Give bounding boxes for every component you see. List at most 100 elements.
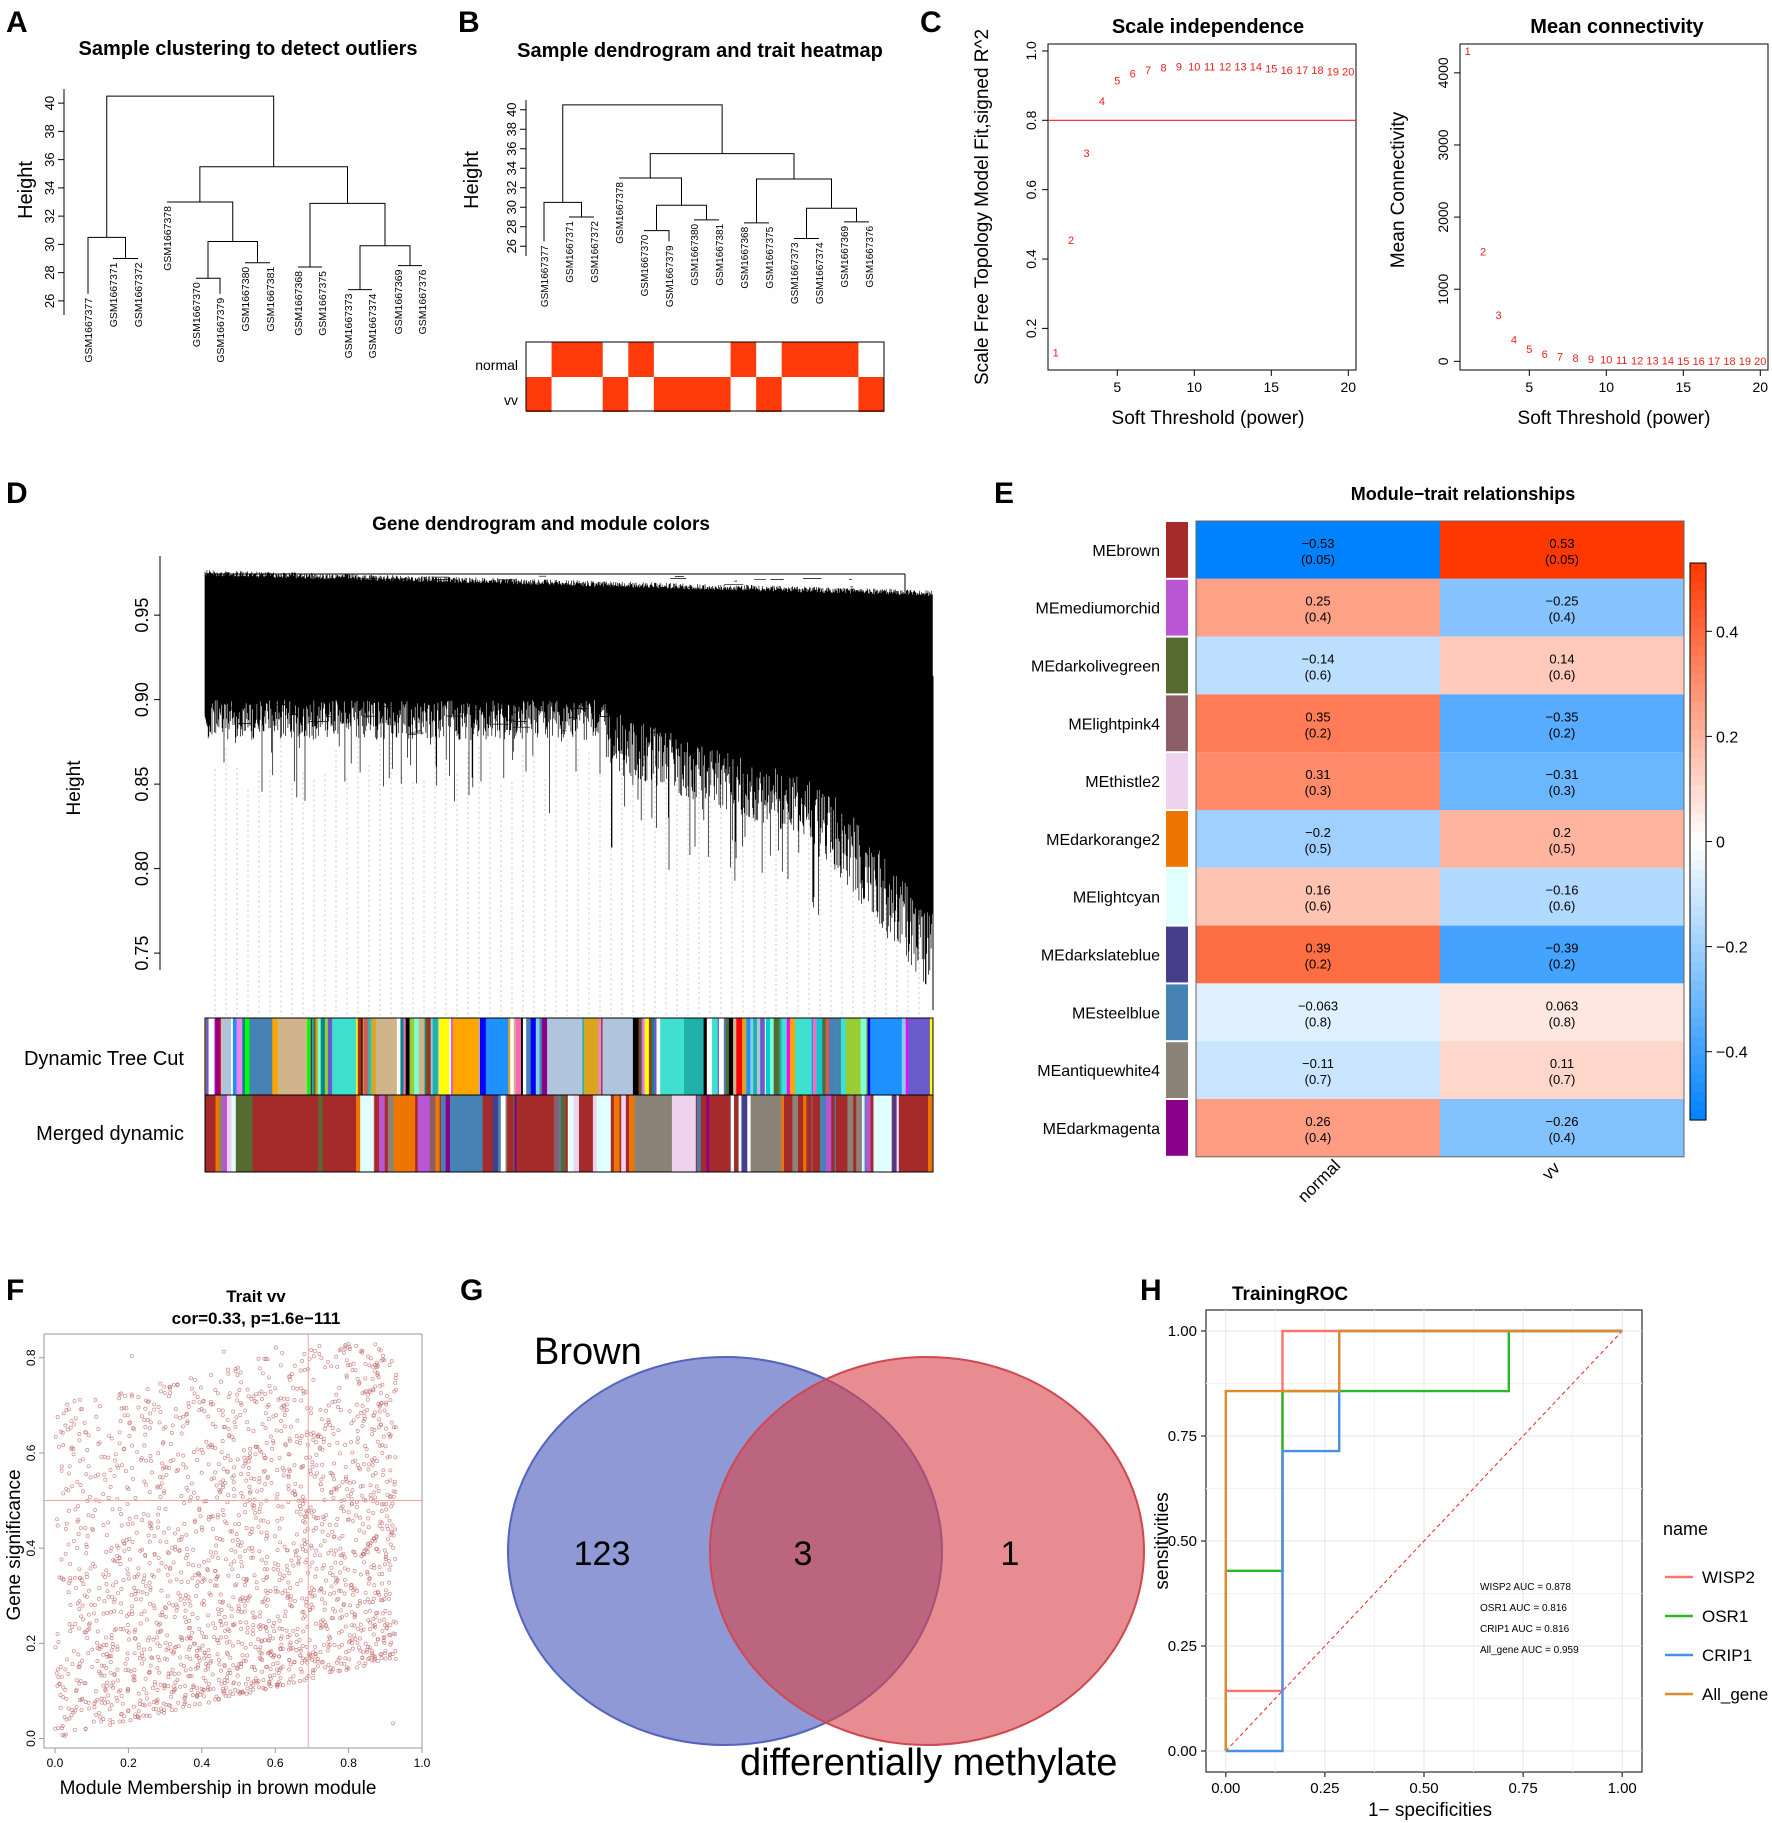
gene-point [242, 1603, 247, 1608]
gene-point [361, 1419, 366, 1423]
gene-point [289, 1558, 294, 1563]
gene-point [298, 1512, 303, 1517]
gene-point [239, 1559, 244, 1564]
gene-point [61, 1577, 66, 1582]
gene-point [309, 1543, 314, 1548]
gene-point [229, 1606, 234, 1611]
dynamic-tree-cut-segment [642, 1018, 646, 1095]
gene-point [375, 1458, 379, 1463]
power-point: 20 [1754, 356, 1766, 368]
gene-point [83, 1726, 88, 1731]
legend-gradient-step [1690, 915, 1706, 926]
gene-point [132, 1651, 137, 1656]
heatmap-cell [1196, 867, 1440, 926]
gene-point [236, 1603, 241, 1608]
gene-point [336, 1657, 341, 1662]
module-row-label: MEthistle2 [1085, 774, 1160, 791]
gene-point [246, 1471, 251, 1476]
dynamic-tree-cut-segment [451, 1018, 453, 1095]
gene-point [213, 1388, 218, 1393]
module-color-swatch [1166, 868, 1188, 925]
gene-point [285, 1635, 290, 1639]
dynamic-tree-cut-segment [816, 1018, 823, 1095]
gene-point [311, 1605, 315, 1610]
gene-point [320, 1566, 325, 1571]
x-tick-label: 0.2 [120, 1756, 137, 1770]
gene-point [248, 1451, 252, 1456]
gene-point [143, 1406, 148, 1411]
gene-point [247, 1546, 252, 1551]
gene-point [240, 1653, 245, 1658]
gene-point [154, 1620, 159, 1625]
gene-point [127, 1557, 132, 1562]
gene-point [382, 1548, 387, 1553]
gene-point [187, 1674, 192, 1678]
gene-point [278, 1363, 283, 1368]
gene-point [190, 1693, 195, 1698]
merged-dynamic-segment [695, 1095, 698, 1172]
gene-point [348, 1362, 353, 1367]
dynamic-tree-cut-segment [583, 1018, 600, 1095]
gene-point [350, 1459, 355, 1464]
gene-point [391, 1721, 396, 1726]
gene-point [244, 1577, 249, 1581]
gene-point [265, 1591, 270, 1595]
gene-point [121, 1577, 126, 1582]
gene-point [227, 1628, 232, 1633]
gene-point [357, 1660, 362, 1665]
gene-point [102, 1472, 107, 1477]
gene-point [387, 1653, 392, 1657]
gene-point [288, 1640, 293, 1645]
gene-point [108, 1485, 113, 1489]
gene-point [327, 1670, 332, 1674]
trait-cell-normal [551, 342, 578, 377]
gene-point [176, 1671, 181, 1676]
gene-point [137, 1715, 142, 1720]
gene-point [255, 1489, 260, 1494]
gene-point [245, 1630, 250, 1635]
panel-b-trait-normal: normal [475, 357, 518, 373]
panel-h-legend-title: name [1663, 1519, 1708, 1539]
auc-label: WISP2 AUC = 0.878 [1480, 1582, 1571, 1593]
merged-dynamic-segment [853, 1095, 857, 1172]
gene-point [341, 1509, 346, 1514]
gene-point [84, 1542, 89, 1547]
gene-point [117, 1441, 122, 1446]
gene-point [365, 1392, 370, 1397]
heatmap-cor-label: −0.39 [1546, 941, 1579, 956]
merged-dynamic-segment [826, 1095, 832, 1172]
gene-point [388, 1642, 393, 1647]
legend-gradient-step [1690, 1082, 1706, 1093]
gene-point [257, 1479, 262, 1484]
gene-point [157, 1506, 162, 1511]
legend-gradient-step [1690, 1008, 1706, 1019]
module-color-swatch [1166, 1100, 1188, 1156]
gene-point [197, 1508, 202, 1513]
gene-point [278, 1636, 283, 1641]
merged-dynamic-segment [514, 1095, 517, 1172]
trait-cell-vv [705, 377, 732, 412]
gene-point [204, 1662, 209, 1666]
gene-point [225, 1652, 230, 1657]
gene-point [76, 1664, 81, 1669]
gene-point [381, 1468, 386, 1473]
gene-point [208, 1660, 213, 1665]
sample-leaf-label: GSM1667370 [640, 234, 651, 296]
gene-point [76, 1532, 81, 1537]
venn-label-methylate: differentially methylate [740, 1742, 1117, 1784]
gene-point [305, 1660, 310, 1665]
gene-point [139, 1651, 144, 1656]
gene-point [132, 1629, 137, 1634]
gene-point [153, 1682, 158, 1687]
gene-point [77, 1626, 81, 1631]
gene-point [234, 1398, 239, 1403]
gene-point [308, 1505, 313, 1510]
gene-point [376, 1375, 381, 1380]
gene-point [380, 1628, 385, 1633]
gene-point [75, 1479, 80, 1484]
gene-point [317, 1343, 322, 1348]
gene-point [328, 1592, 333, 1597]
gene-point [191, 1450, 196, 1455]
merged-dynamic-segment [584, 1095, 591, 1172]
gene-point [380, 1472, 385, 1477]
